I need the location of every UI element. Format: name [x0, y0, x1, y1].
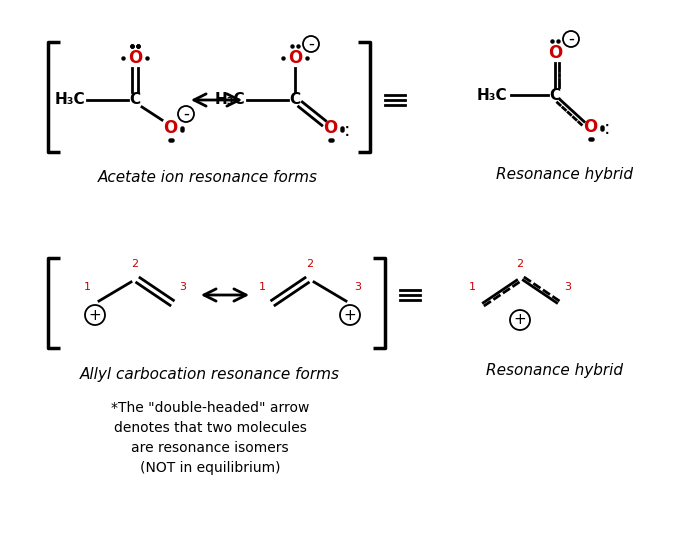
Text: +: + [343, 307, 356, 323]
Text: C: C [129, 92, 141, 108]
Text: denotes that two molecules: denotes that two molecules [114, 421, 306, 435]
Text: H₃C: H₃C [476, 87, 507, 103]
Text: (NOT in equilibrium): (NOT in equilibrium) [140, 461, 280, 475]
Text: +: + [514, 312, 527, 328]
Text: H₃C: H₃C [214, 92, 245, 108]
Text: O: O [163, 119, 177, 137]
Text: Acetate ion resonance forms: Acetate ion resonance forms [98, 170, 318, 186]
Text: 1: 1 [259, 282, 265, 292]
Text: Resonance hybrid: Resonance hybrid [486, 363, 624, 377]
Text: O: O [128, 49, 142, 67]
Text: -: - [183, 105, 189, 123]
Text: +: + [89, 307, 101, 323]
Text: -: - [308, 35, 314, 53]
Text: 2: 2 [306, 259, 313, 269]
Text: 2: 2 [131, 259, 139, 269]
Text: 2: 2 [516, 259, 523, 269]
Text: H₃C: H₃C [54, 92, 85, 108]
Text: O: O [288, 49, 302, 67]
Text: C: C [289, 92, 300, 108]
Text: C: C [549, 87, 561, 103]
Text: 1: 1 [83, 282, 90, 292]
Text: Resonance hybrid: Resonance hybrid [497, 168, 633, 182]
Text: -: - [568, 30, 574, 48]
Text: Allyl carbocation resonance forms: Allyl carbocation resonance forms [80, 367, 340, 383]
Text: are resonance isomers: are resonance isomers [131, 441, 289, 455]
Text: 3: 3 [564, 282, 572, 292]
Text: :: : [604, 120, 611, 139]
Text: O: O [548, 44, 562, 62]
Text: 3: 3 [354, 282, 362, 292]
Text: 3: 3 [179, 282, 187, 292]
Text: O: O [583, 118, 597, 136]
Text: 1: 1 [469, 282, 475, 292]
Text: :: : [344, 121, 350, 139]
Text: O: O [323, 119, 337, 137]
Text: *The "double-headed" arrow: *The "double-headed" arrow [111, 401, 309, 415]
